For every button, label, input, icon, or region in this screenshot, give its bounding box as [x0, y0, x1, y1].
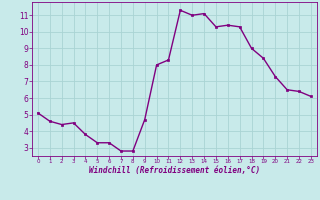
X-axis label: Windchill (Refroidissement éolien,°C): Windchill (Refroidissement éolien,°C): [89, 166, 260, 175]
